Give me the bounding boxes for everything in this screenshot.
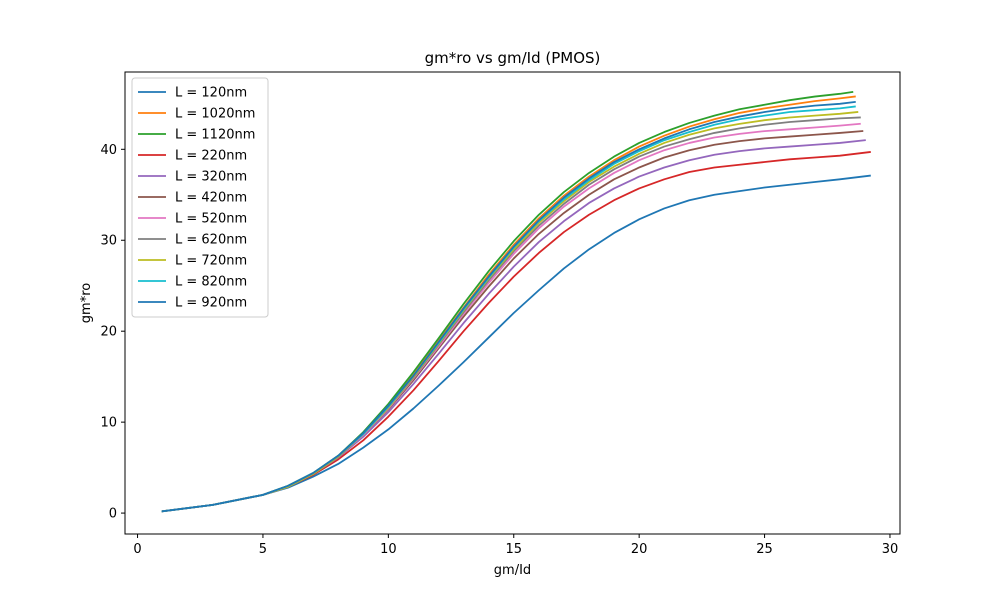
legend-label-5: L = 420nm bbox=[175, 191, 247, 206]
legend-label-4: L = 320nm bbox=[175, 170, 247, 185]
legend-label-8: L = 720nm bbox=[175, 254, 247, 269]
series-line-10 bbox=[161, 101, 856, 513]
legend-label-7: L = 620nm bbox=[175, 233, 247, 248]
legend-box bbox=[131, 77, 269, 318]
y-tick-label-4: 40 bbox=[100, 143, 117, 158]
x-axis-ticks: 0 5 10 15 20 25 30 bbox=[133, 534, 898, 557]
chart-title: gm*ro vs gm/Id (PMOS) bbox=[425, 49, 601, 67]
series-line-3 bbox=[161, 151, 871, 513]
y-tick-label-2: 20 bbox=[100, 325, 117, 340]
x-tick-label-5: 25 bbox=[756, 542, 773, 557]
legend-label-1: L = 1020nm bbox=[175, 107, 255, 122]
plot-area-frame bbox=[124, 71, 901, 535]
x-tick-label-2: 10 bbox=[380, 542, 397, 557]
legend-label-9: L = 820nm bbox=[175, 275, 247, 290]
legend-label-10: L = 920nm bbox=[175, 296, 247, 311]
x-tick-label-1: 5 bbox=[259, 542, 267, 557]
legend-label-0: L = 120nm bbox=[175, 86, 247, 101]
y-tick-label-3: 30 bbox=[100, 234, 117, 249]
y-axis-label: gm*ro bbox=[79, 283, 94, 323]
x-axis-label: gm/Id bbox=[494, 563, 531, 578]
legend-label-2: L = 1120nm bbox=[175, 128, 255, 143]
legend-label-6: L = 520nm bbox=[175, 212, 247, 227]
legend: L = 120nm L = 1020nm L = 1120nm L = 220nm L … bbox=[131, 77, 269, 318]
x-tick-label-0: 0 bbox=[133, 542, 141, 557]
x-tick-label-4: 20 bbox=[631, 542, 648, 557]
y-tick-label-0: 0 bbox=[109, 507, 117, 522]
x-tick-label-3: 15 bbox=[505, 542, 522, 557]
y-axis-ticks: 0 10 20 30 40 bbox=[100, 143, 125, 522]
x-tick-label-6: 30 bbox=[882, 542, 899, 557]
series-layer bbox=[161, 90, 871, 513]
y-tick-label-1: 10 bbox=[100, 416, 117, 431]
series-line-0 bbox=[161, 174, 871, 513]
legend-label-3: L = 220nm bbox=[175, 149, 247, 164]
